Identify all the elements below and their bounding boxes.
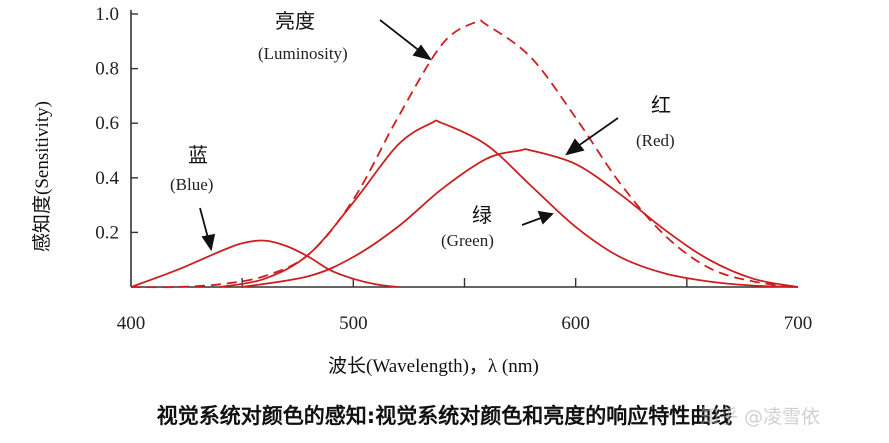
blue-arrow	[199, 207, 209, 239]
blue-curve	[130, 239, 398, 288]
y-tick-label: 0.4	[95, 168, 119, 189]
y-tick-label: 0.6	[95, 113, 119, 134]
luminosity-label-zh: 亮度	[275, 9, 315, 33]
red-curve	[242, 148, 799, 288]
x-tick-label: 700	[784, 313, 813, 334]
luminosity-arrow	[379, 19, 422, 53]
curves	[130, 19, 799, 289]
watermark: 知乎 @凌雪依	[700, 406, 821, 428]
green-label-en: (Green)	[441, 231, 494, 250]
blue-label-en: (Blue)	[170, 175, 213, 194]
axes: 0.2 0.4 0.6 0.8 1.0 400 500 600 700	[95, 4, 812, 334]
red-arrow	[577, 117, 619, 147]
x-axis-title: 波长(Wavelength)，λ (nm)	[328, 355, 539, 377]
y-tick-label: 0.8	[95, 59, 119, 80]
blue-label-zh: 蓝	[188, 143, 208, 167]
x-tick-label: 400	[117, 313, 146, 334]
annotation-arrows	[199, 19, 619, 252]
y-tick-label: 0.2	[95, 222, 119, 243]
red-arrowhead	[565, 138, 585, 156]
luminosity-arrowhead	[412, 44, 433, 61]
green-arrowhead	[537, 210, 554, 225]
x-tick-label: 500	[339, 313, 368, 334]
green-curve	[219, 119, 799, 288]
luminosity-curve	[130, 19, 799, 289]
luminosity-label-en: (Luminosity)	[258, 44, 348, 63]
green-arrow	[521, 217, 542, 226]
figure-caption: 视觉系统对颜色的感知:视觉系统对颜色和亮度的响应特性曲线	[156, 404, 733, 428]
y-tick-label: 1.0	[95, 4, 119, 25]
y-axis-title: 感知度(Sensitivity)	[31, 101, 53, 252]
sensitivity-chart: 0.2 0.4 0.6 0.8 1.0 400 500 600 700 亮度 (Luminosi…	[31, 4, 812, 377]
red-label-en: (Red)	[636, 131, 675, 150]
blue-arrowhead	[201, 233, 216, 252]
x-tick-label: 600	[561, 313, 590, 334]
red-label-zh: 红	[651, 93, 671, 117]
green-label-zh: 绿	[472, 203, 492, 227]
